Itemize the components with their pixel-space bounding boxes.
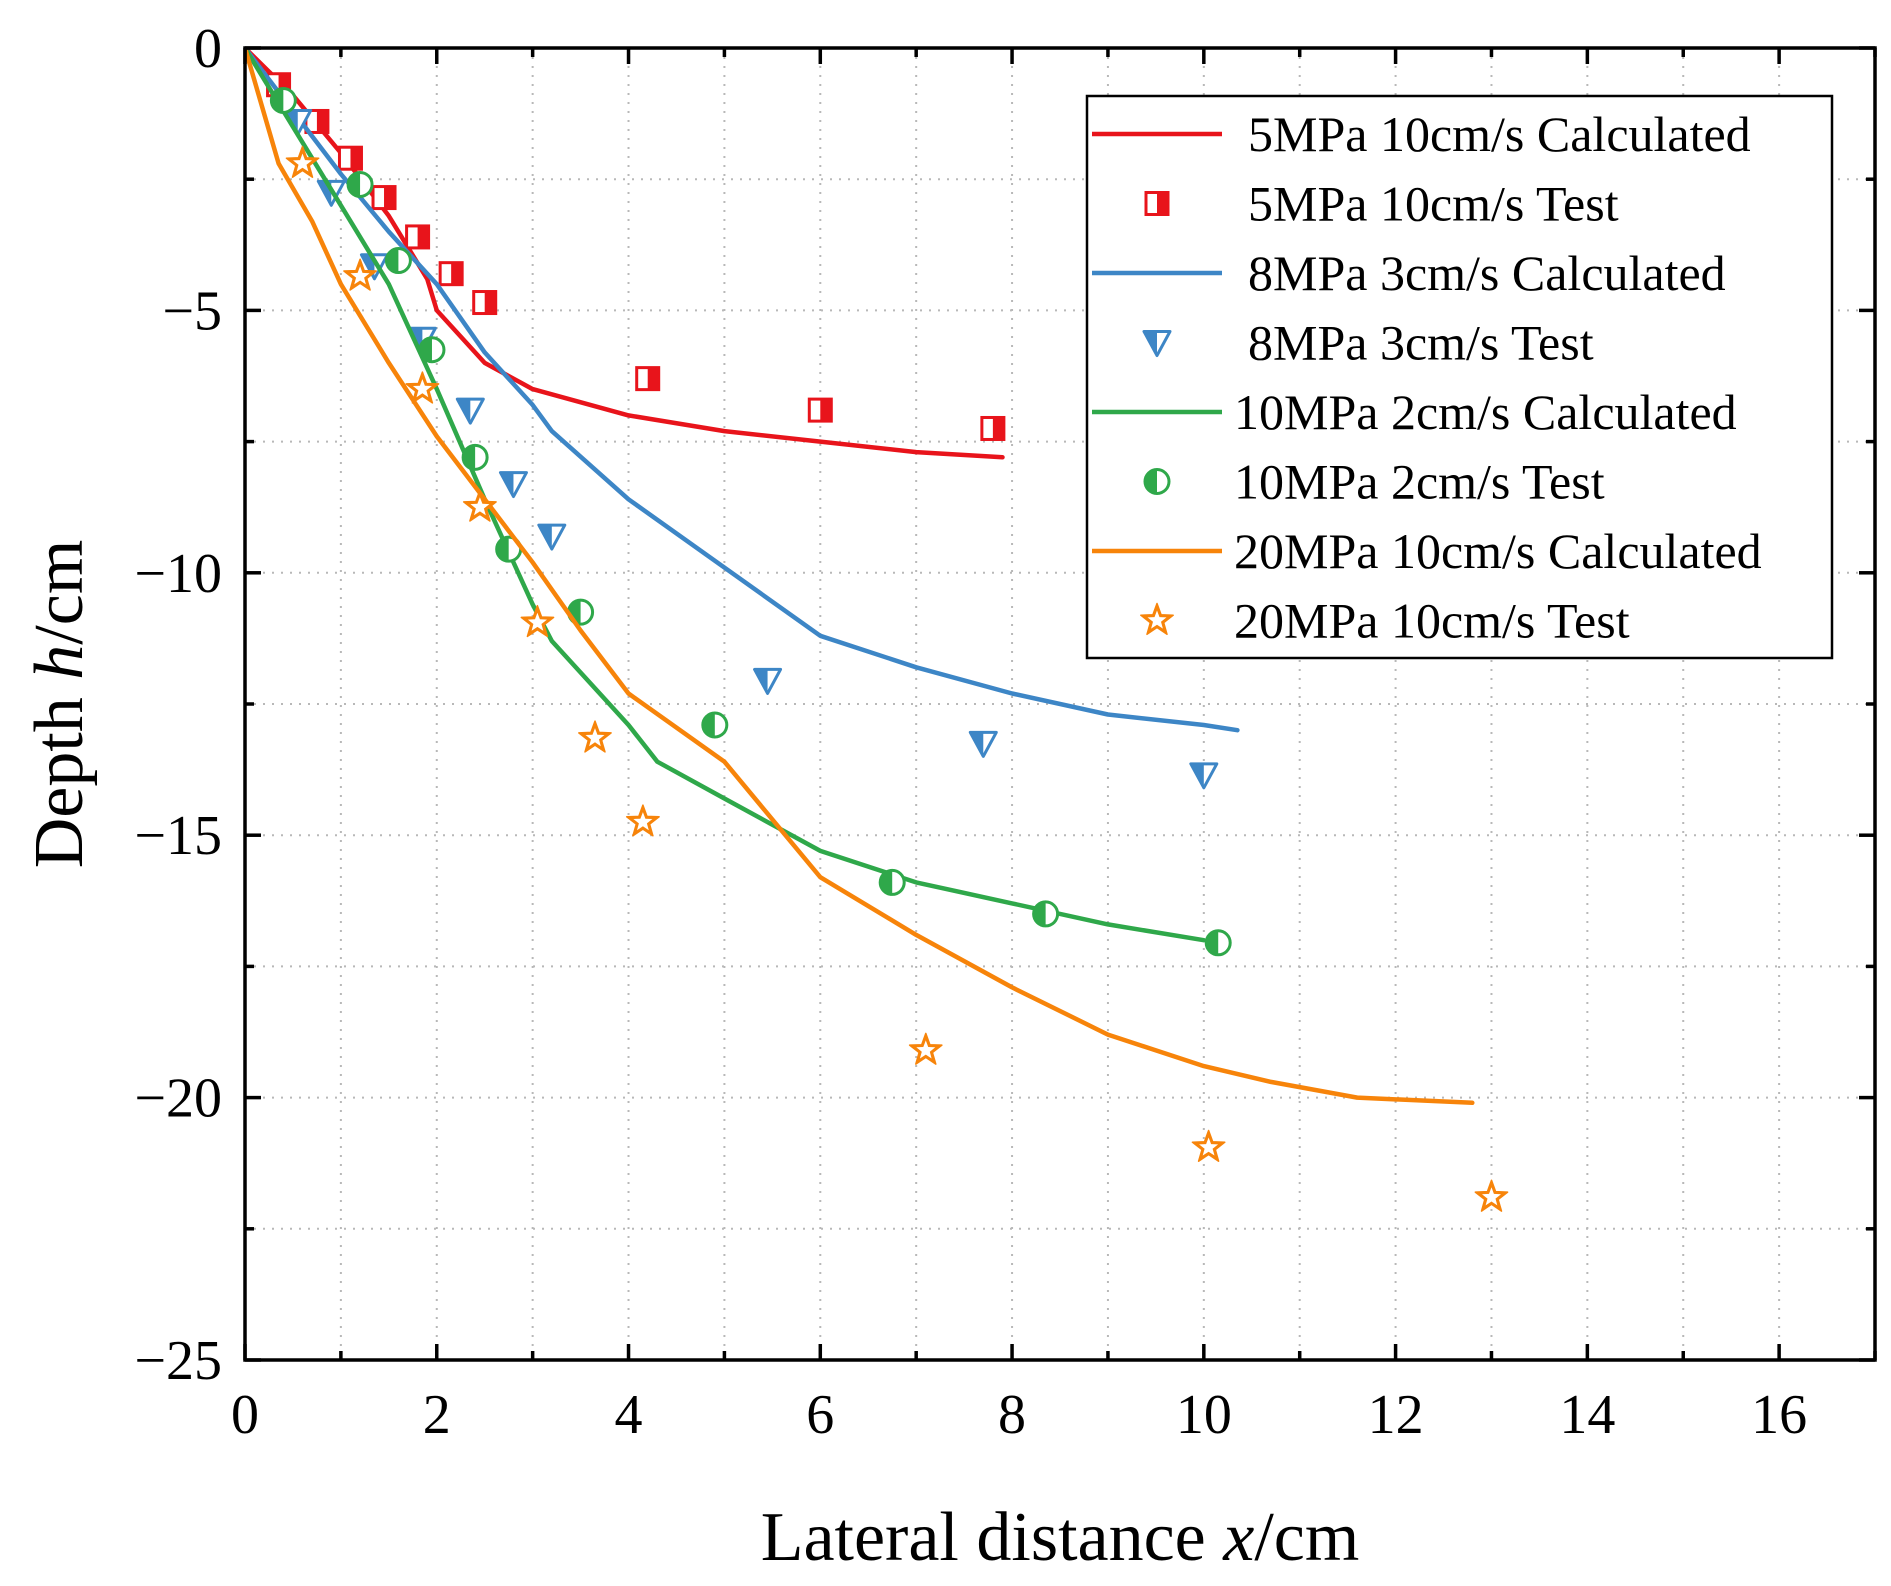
legend-item: 10MPa 2cm/s Calculated	[1092, 384, 1737, 440]
legend-marker-swatch	[1144, 191, 1170, 216]
data-point	[753, 667, 783, 695]
y-axis-title-unit: /cm	[21, 540, 98, 645]
data-point	[304, 108, 330, 134]
data-point	[269, 86, 297, 114]
data-point	[472, 290, 498, 316]
legend-label: 5MPa 10cm/s Test	[1248, 176, 1619, 232]
data-point	[455, 397, 485, 425]
data-point	[405, 224, 431, 250]
x-tick-label: 14	[1559, 1384, 1615, 1446]
legend-label: 20MPa 10cm/s Calculated	[1234, 523, 1762, 579]
x-tick-label: 16	[1751, 1384, 1807, 1446]
x-tick-label: 8	[998, 1384, 1026, 1446]
series-line	[245, 48, 1475, 1106]
series-line	[245, 48, 1240, 733]
legend-item: 20MPa 10cm/s Calculated	[1092, 523, 1762, 579]
legend-item: 8MPa 3cm/s Calculated	[1092, 245, 1726, 301]
y-tick-label: −5	[162, 280, 222, 342]
legend-item: 20MPa 10cm/s Test	[1140, 593, 1630, 649]
y-tick-label: −25	[134, 1330, 222, 1392]
y-axis-title-prefix: Depth	[21, 680, 98, 869]
legend-label: 8MPa 3cm/s Calculated	[1248, 245, 1726, 301]
legend-item: 8MPa 3cm/s Test	[1142, 315, 1594, 371]
data-point	[520, 604, 555, 638]
data-point	[578, 720, 612, 753]
y-axis-title: Depth h/cm	[21, 540, 98, 869]
data-point	[625, 804, 660, 837]
series-2	[245, 48, 1240, 733]
legend-label: 5MPa 10cm/s Calculated	[1248, 106, 1751, 162]
series-4	[245, 48, 1207, 943]
legend-label: 20MPa 10cm/s Test	[1234, 593, 1630, 649]
legend: 5MPa 10cm/s Calculated 5MPa 10cm/s Test 8M…	[1085, 94, 1834, 660]
data-point	[807, 397, 833, 423]
legend-label: 8MPa 3cm/s Test	[1248, 315, 1594, 371]
data-point	[371, 185, 397, 211]
data-point	[285, 145, 320, 178]
data-point	[498, 471, 528, 499]
legend-item: 5MPa 10cm/s Calculated	[1092, 106, 1751, 162]
data-point	[1474, 1179, 1509, 1212]
data-point	[495, 535, 523, 563]
y-tick-label: −15	[134, 805, 222, 867]
x-axis-title-variable: x	[1222, 1499, 1254, 1576]
x-tick-label: 4	[615, 1384, 643, 1446]
legend-label: 10MPa 2cm/s Test	[1234, 454, 1605, 510]
data-point	[635, 366, 661, 392]
data-point	[980, 415, 1006, 441]
data-point	[461, 443, 489, 471]
legend-marker-swatch	[1143, 468, 1171, 495]
data-point	[337, 145, 363, 171]
legend-item: 5MPa 10cm/s Test	[1144, 176, 1619, 232]
data-point	[908, 1032, 943, 1065]
data-point	[537, 523, 567, 551]
x-axis-title-prefix: Lateral distance	[761, 1499, 1224, 1576]
x-tick-label: 0	[231, 1384, 259, 1446]
x-axis-title-unit: /cm	[1254, 1499, 1359, 1576]
x-tick-label: 2	[423, 1384, 451, 1446]
data-point	[346, 170, 374, 198]
data-point	[418, 336, 446, 364]
data-point	[405, 371, 440, 404]
data-point	[438, 261, 464, 287]
x-tick-label: 6	[806, 1384, 834, 1446]
data-point	[384, 247, 412, 275]
data-point	[968, 730, 998, 758]
plot-area	[245, 48, 1509, 1212]
x-tick-label: 10	[1176, 1384, 1232, 1446]
data-point	[701, 711, 729, 739]
data-point	[1032, 900, 1060, 928]
series-6	[245, 48, 1475, 1106]
y-tick-label: −20	[134, 1068, 222, 1130]
data-point	[878, 868, 906, 896]
x-tick-label: 12	[1368, 1384, 1424, 1446]
legend-item: 10MPa 2cm/s Test	[1143, 454, 1605, 510]
series-1	[266, 72, 1006, 441]
y-axis-title-variable: h	[21, 645, 98, 680]
data-point	[343, 258, 377, 291]
y-tick-label: 0	[194, 18, 222, 80]
data-point	[1189, 762, 1219, 790]
y-tick-label: −10	[134, 543, 222, 605]
data-point	[462, 489, 497, 522]
data-point	[1191, 1129, 1226, 1162]
legend-box	[1085, 94, 1834, 660]
series-line	[245, 48, 1207, 943]
legend-label: 10MPa 2cm/s Calculated	[1234, 384, 1737, 440]
series-7	[285, 145, 1509, 1212]
axis-ticks: 0 2 4 6 8 10 12 14 16 0 −5 −10 −15 −20 −25	[134, 18, 1877, 1446]
legend-marker-swatch	[1142, 330, 1172, 357]
data-point	[1204, 929, 1232, 957]
legend-marker-swatch	[1140, 602, 1174, 636]
series-5	[269, 86, 1232, 957]
x-axis-title: Lateral distance x/cm	[761, 1499, 1360, 1576]
